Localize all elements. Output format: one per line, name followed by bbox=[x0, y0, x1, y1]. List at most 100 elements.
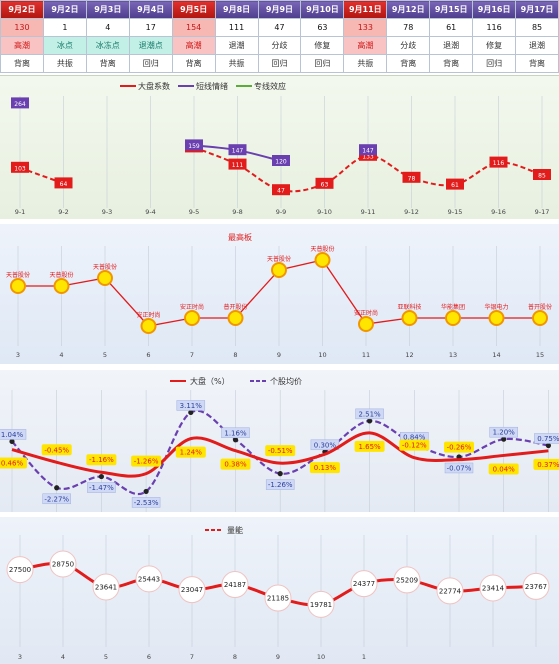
point-name-label: 安正时尚 bbox=[180, 303, 204, 311]
data-label-box bbox=[489, 426, 518, 438]
legend-label: 量能 bbox=[227, 525, 243, 535]
data-label-box bbox=[534, 433, 559, 444]
data-label: 28750 bbox=[52, 561, 74, 569]
state-cell: 退潮 bbox=[214, 36, 259, 55]
state-cell: 高潮 bbox=[0, 36, 44, 55]
point-name-label: 天普股份 bbox=[310, 245, 334, 253]
data-label: 159 bbox=[188, 143, 200, 150]
point-name-label: 天普股份 bbox=[49, 271, 73, 279]
data-label: 85 bbox=[538, 173, 546, 180]
number-cell: 78 bbox=[386, 18, 431, 37]
data-label-box bbox=[444, 462, 474, 474]
data-label-box bbox=[175, 446, 206, 458]
x-tick-label: 9 bbox=[277, 351, 281, 359]
data-label: 24187 bbox=[224, 581, 246, 589]
data-label: -1.47% bbox=[89, 484, 114, 492]
data-point bbox=[140, 318, 157, 334]
mode-cell: 共振 bbox=[214, 54, 259, 73]
data-point bbox=[264, 584, 292, 612]
x-tick-label: 5 bbox=[103, 351, 107, 359]
data-label: 120 bbox=[275, 159, 287, 166]
date-cell: 9月3日 bbox=[85, 0, 130, 19]
x-tick-label: 9-8 bbox=[232, 208, 243, 216]
state-cell: 冰冻点 bbox=[85, 36, 130, 55]
data-label: 1.04% bbox=[1, 431, 24, 439]
data-label: 103 bbox=[14, 165, 26, 172]
x-tick-label: 3 bbox=[16, 351, 20, 359]
data-label-box bbox=[131, 455, 162, 467]
data-label: 133 bbox=[362, 153, 374, 160]
x-tick-label: 9-2 bbox=[58, 208, 69, 216]
mode-cell: 回归 bbox=[472, 54, 517, 73]
point-name-label: 天普股份 bbox=[6, 271, 30, 279]
point-name-label: 华能集团 bbox=[441, 303, 465, 311]
x-tick-label: 1 bbox=[362, 653, 366, 661]
mode-cell: 背离 bbox=[515, 54, 559, 73]
data-label-box bbox=[533, 169, 551, 180]
data-label: 23641 bbox=[95, 583, 117, 591]
state-cell: 退潮 bbox=[515, 36, 559, 55]
data-label: -0.51% bbox=[268, 447, 293, 455]
data-label: 23414 bbox=[482, 585, 505, 593]
mode-cell: 背离 bbox=[386, 54, 431, 73]
x-tick-label: 9-16 bbox=[491, 208, 506, 216]
x-tick-label: 4 bbox=[61, 653, 65, 661]
data-point bbox=[97, 270, 113, 286]
data-point bbox=[532, 310, 548, 326]
date-row: 9月2日 9月2日 9月3日 9月4日 9月5日 9月8日 9月9日 9月10日 9月11日 9月… bbox=[0, 0, 559, 19]
data-point bbox=[135, 565, 163, 593]
volume-chart-panel: 量能 27500 28750 23641 25443 23047 24187 21185 197… bbox=[0, 517, 559, 664]
data-label-box bbox=[0, 457, 27, 469]
point-name-label: 天普股份 bbox=[267, 255, 291, 263]
date-cell: 9月15日 bbox=[429, 0, 474, 19]
point-name-label: 普开股份 bbox=[223, 303, 247, 311]
data-label-box bbox=[185, 139, 203, 151]
data-label: 23047 bbox=[181, 586, 203, 594]
data-point bbox=[49, 550, 77, 578]
data-point bbox=[54, 485, 60, 491]
data-point bbox=[307, 590, 335, 618]
data-label: -0.12% bbox=[402, 442, 427, 450]
date-cell: 9月2日 bbox=[0, 0, 44, 19]
data-label-box bbox=[310, 439, 340, 451]
data-label: 78 bbox=[408, 175, 416, 182]
data-point bbox=[143, 488, 149, 495]
data-label: 264 bbox=[14, 101, 26, 108]
data-label-box bbox=[221, 427, 250, 439]
x-tick-label: 9-10 bbox=[317, 208, 332, 216]
data-point bbox=[393, 566, 421, 594]
data-point bbox=[10, 278, 26, 294]
data-label-box bbox=[359, 144, 377, 156]
date-cell: 9月12日 bbox=[386, 0, 431, 19]
data-point bbox=[188, 409, 194, 416]
data-label-box bbox=[272, 184, 290, 196]
data-point bbox=[53, 278, 70, 294]
number-cell: 47 bbox=[257, 18, 302, 37]
legend-label: 个股均价 bbox=[270, 376, 302, 386]
data-label-box bbox=[42, 493, 71, 505]
point-name-label: 普开股份 bbox=[528, 303, 552, 311]
x-tick-label: 6 bbox=[146, 351, 150, 359]
date-cell: 9月16日 bbox=[472, 0, 517, 19]
data-label-box bbox=[228, 158, 247, 170]
data-point bbox=[9, 438, 15, 445]
data-label-box bbox=[41, 444, 72, 456]
mode-cell: 背离 bbox=[0, 54, 44, 73]
data-point bbox=[367, 418, 373, 424]
x-tick-label: 9-17 bbox=[535, 208, 550, 216]
number-cell: 63 bbox=[300, 18, 345, 37]
data-label: 61 bbox=[451, 182, 459, 189]
data-label-box bbox=[0, 429, 27, 440]
number-cell: 61 bbox=[429, 18, 474, 37]
data-point bbox=[221, 571, 249, 599]
data-label: -2.27% bbox=[44, 495, 69, 503]
number-cell: 1 bbox=[42, 18, 87, 37]
x-tick-label: 9-9 bbox=[276, 208, 287, 216]
data-label: 64 bbox=[60, 181, 68, 188]
state-cell: 退潮 bbox=[429, 36, 474, 55]
state-cell: 退潮点 bbox=[128, 36, 173, 55]
x-tick-label: 9-4 bbox=[145, 208, 156, 216]
data-point bbox=[350, 570, 378, 598]
